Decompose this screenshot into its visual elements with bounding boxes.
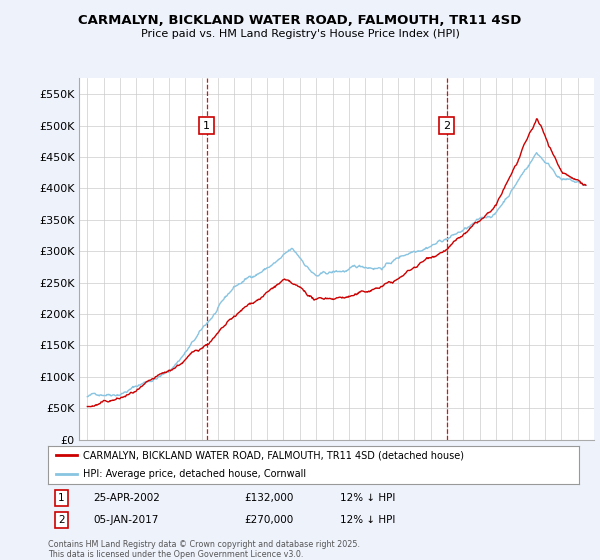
Text: 12% ↓ HPI: 12% ↓ HPI: [340, 515, 395, 525]
Text: CARMALYN, BICKLAND WATER ROAD, FALMOUTH, TR11 4SD (detached house): CARMALYN, BICKLAND WATER ROAD, FALMOUTH,…: [83, 450, 464, 460]
Text: 05-JAN-2017: 05-JAN-2017: [93, 515, 158, 525]
Text: 12% ↓ HPI: 12% ↓ HPI: [340, 493, 395, 503]
Text: 2: 2: [443, 120, 451, 130]
Text: £270,000: £270,000: [244, 515, 294, 525]
Text: Price paid vs. HM Land Registry's House Price Index (HPI): Price paid vs. HM Land Registry's House …: [140, 29, 460, 39]
Text: Contains HM Land Registry data © Crown copyright and database right 2025.
This d: Contains HM Land Registry data © Crown c…: [48, 540, 360, 559]
Text: CARMALYN, BICKLAND WATER ROAD, FALMOUTH, TR11 4SD: CARMALYN, BICKLAND WATER ROAD, FALMOUTH,…: [79, 14, 521, 27]
Text: 1: 1: [58, 493, 65, 503]
Text: 1: 1: [203, 120, 210, 130]
Text: £132,000: £132,000: [244, 493, 294, 503]
Text: 2: 2: [58, 515, 65, 525]
Text: 25-APR-2002: 25-APR-2002: [93, 493, 160, 503]
Text: HPI: Average price, detached house, Cornwall: HPI: Average price, detached house, Corn…: [83, 469, 305, 479]
